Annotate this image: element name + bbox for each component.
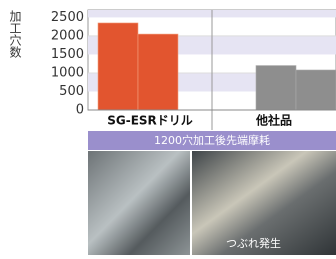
y-tick-label: 2500 bbox=[51, 10, 84, 25]
bar bbox=[256, 66, 296, 110]
footer-text: 1200穴加工後先端摩耗 bbox=[154, 133, 270, 147]
y-tick-label: 1500 bbox=[51, 47, 84, 62]
bar bbox=[138, 34, 178, 110]
photo bbox=[88, 151, 190, 255]
photo-caption: つぶれ発生 bbox=[226, 236, 281, 250]
x-tick-label: SG-ESRドリル bbox=[107, 114, 193, 128]
y-tick-label: 500 bbox=[59, 84, 84, 99]
y-axis-label: 加工穴数 bbox=[8, 10, 22, 59]
y-tick-label: 1000 bbox=[51, 65, 84, 80]
y-tick-label: 0 bbox=[76, 103, 84, 118]
chart: 加工穴数 0 500 1000 1500 2000 2500 SG-ESRドリル 他社品 12… bbox=[0, 0, 336, 255]
x-tick-label: 他社品 bbox=[255, 113, 292, 128]
bar bbox=[98, 23, 138, 110]
y-tick-label: 2000 bbox=[51, 28, 84, 43]
bar bbox=[296, 70, 336, 110]
